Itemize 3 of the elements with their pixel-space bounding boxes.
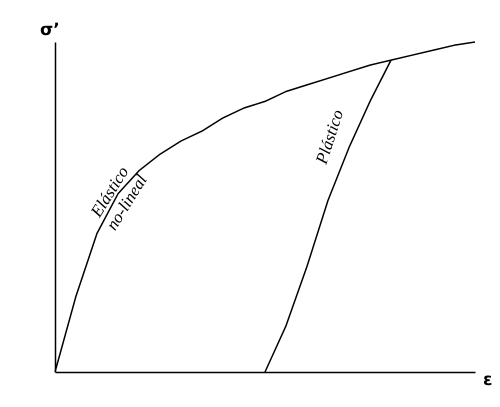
x-axis-title: ε <box>483 370 492 390</box>
y-axis-title: σ’ <box>40 20 60 40</box>
annotation: Plástico <box>312 107 348 168</box>
